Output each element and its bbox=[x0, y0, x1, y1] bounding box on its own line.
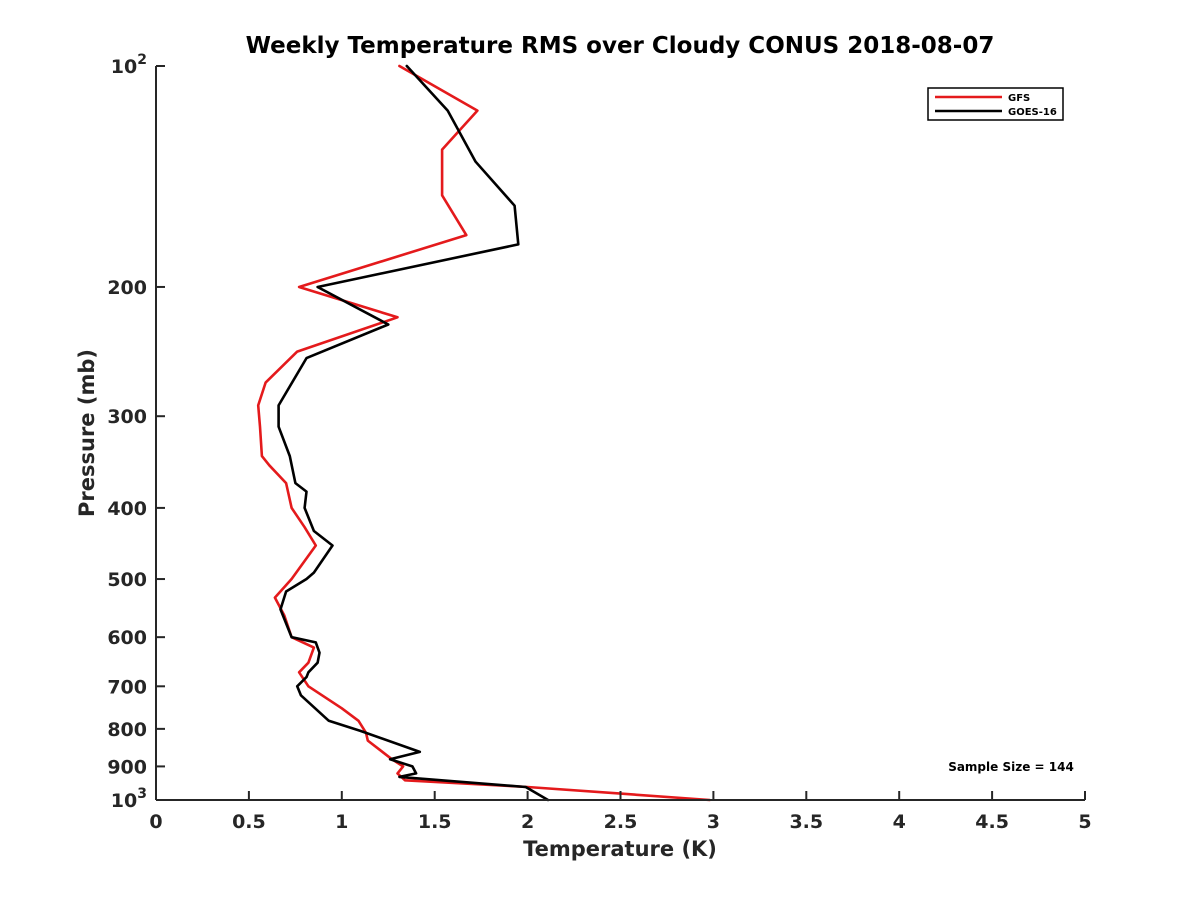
y-tick-label: 102 bbox=[111, 52, 147, 78]
y-tick-label: 300 bbox=[107, 406, 147, 428]
x-axis-title: Temperature (K) bbox=[523, 837, 717, 861]
y-tick-label: 700 bbox=[107, 676, 147, 698]
y-tick-label: 400 bbox=[107, 498, 147, 520]
series-line-goes-16 bbox=[277, 64, 550, 802]
y-tick-label: 800 bbox=[107, 719, 147, 741]
x-tick-label: 1 bbox=[335, 811, 348, 833]
y-axis-title: Pressure (mb) bbox=[75, 349, 99, 517]
chart-title: Weekly Temperature RMS over Cloudy CONUS… bbox=[246, 33, 995, 59]
sample-size-note: Sample Size = 144 bbox=[948, 760, 1074, 774]
x-tick-label: 2 bbox=[521, 811, 534, 833]
y-tick-label: 900 bbox=[107, 756, 147, 778]
x-tick-label: 0 bbox=[149, 811, 162, 833]
legend-label-gfs: GFS bbox=[1008, 93, 1030, 104]
x-ticks: 0 0.5 1 1.5 2 2.5 3 3.5 4 4.5 5 bbox=[149, 791, 1092, 833]
x-tick-label: 4 bbox=[893, 811, 906, 833]
y-tick-label: 103 bbox=[111, 786, 147, 812]
series-line-gfs bbox=[256, 64, 712, 802]
x-tick-label: 4.5 bbox=[975, 811, 1009, 833]
series-layer bbox=[256, 64, 712, 802]
x-tick-label: 3.5 bbox=[789, 811, 823, 833]
x-tick-label: 0.5 bbox=[232, 811, 266, 833]
x-tick-label: 5 bbox=[1078, 811, 1091, 833]
x-tick-label: 2.5 bbox=[604, 811, 638, 833]
x-tick-label: 1.5 bbox=[418, 811, 452, 833]
y-tick-label: 500 bbox=[107, 569, 147, 591]
y-ticks: 102 200 300 400 500 600 700 800 900 103 bbox=[107, 52, 165, 812]
y-tick-label: 200 bbox=[107, 277, 147, 299]
legend-label-goes16: GOES-16 bbox=[1008, 107, 1057, 118]
y-tick-label: 600 bbox=[107, 627, 147, 649]
legend-box bbox=[927, 87, 1064, 121]
legend: GFS GOES-16 bbox=[927, 87, 1064, 121]
x-tick-label: 3 bbox=[707, 811, 720, 833]
